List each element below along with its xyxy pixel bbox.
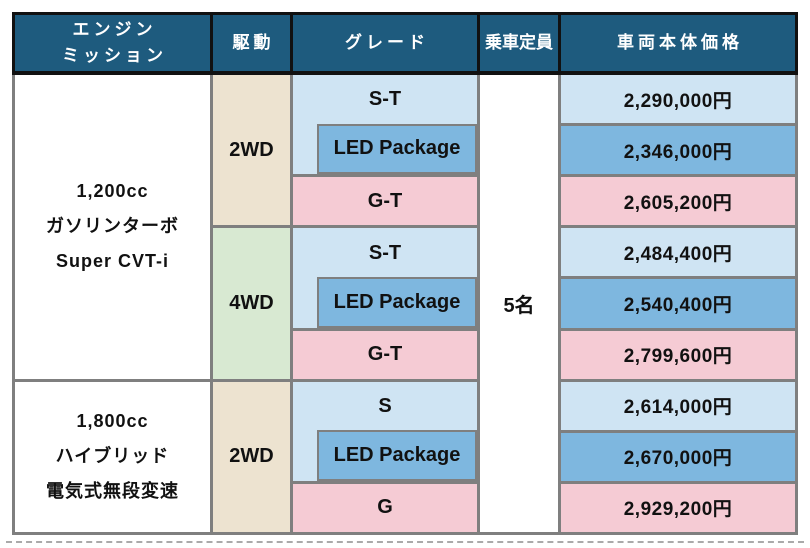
price-s-hybrid-2wd: 2,614,000円 [561,381,795,430]
header-capacity: 乗車定員 [480,15,558,71]
grade-st-gas-4wd: S-T [368,241,402,264]
grade-s-hybrid-2wd: S [378,394,392,417]
page-break-dashed-line [6,541,804,543]
price-gt-gas-4wd: 2,799,600円 [561,330,795,379]
table-header-row: エンジン ミッション 駆動 グレード 乗車定員 車両本体価格 [12,12,798,75]
table-body: 1,200cc ガソリンターボ Super CVT-i 1,800cc ハイブリ… [12,75,798,535]
engine-1200cc-displacement: 1,200cc [76,181,149,202]
grade-block-gas-4wd: S-T LED Package [293,228,477,328]
drive-cell-2wd-gas: 2WD [213,75,290,226]
header-engine-line1: エンジン [72,19,157,39]
header-grade: グレード [293,15,477,71]
engine-1800cc-transmission: 電気式無段変速 [46,481,179,502]
engine-1200cc-transmission: Super CVT-i [55,251,169,272]
price-gt-gas-2wd: 2,605,200円 [561,177,795,226]
engine-1800cc-displacement: 1,800cc [76,411,149,432]
vehicle-price-table: エンジン ミッション 駆動 グレード 乗車定員 車両本体価格 1,200cc ガ… [12,12,798,535]
price-led-hybrid-2wd: 2,670,000円 [561,432,795,481]
grade-g-hybrid-2wd: G [293,483,477,532]
grade-gt-gas-2wd: G-T [293,177,477,226]
price-led-gas-4wd: 2,540,400円 [561,279,795,328]
header-drive: 駆動 [213,15,290,71]
header-engine-transmission: エンジン ミッション [15,15,210,71]
price-led-gas-2wd: 2,346,000円 [561,126,795,175]
grade-st-gas-2wd: S-T [368,88,402,111]
grade-led-package-hybrid-2wd: LED Package [317,430,477,481]
grade-gt-gas-4wd: G-T [293,330,477,379]
grade-led-package-gas-2wd: LED Package [317,123,477,175]
engine-cell-1200cc: 1,200cc ガソリンターボ Super CVT-i [15,75,210,379]
capacity-cell: 5名 [480,75,558,532]
drive-cell-4wd-gas: 4WD [213,228,290,379]
engine-cell-1800cc: 1,800cc ハイブリッド 電気式無段変速 [15,381,210,532]
price-st-gas-4wd: 2,484,400円 [561,228,795,277]
grade-block-hybrid-2wd: S LED Package [293,381,477,481]
drive-cell-2wd-hybrid: 2WD [213,381,290,532]
grade-led-package-gas-4wd: LED Package [317,276,477,328]
header-engine-line2: ミッション [62,46,167,65]
price-g-hybrid-2wd: 2,929,200円 [561,483,795,532]
price-st-gas-2wd: 2,290,000円 [561,75,795,124]
grade-block-gas-2wd: S-T LED Package [293,75,477,175]
engine-1200cc-type: ガソリンターボ [46,216,179,237]
engine-1800cc-type: ハイブリッド [55,446,170,467]
header-price: 車両本体価格 [561,15,795,71]
